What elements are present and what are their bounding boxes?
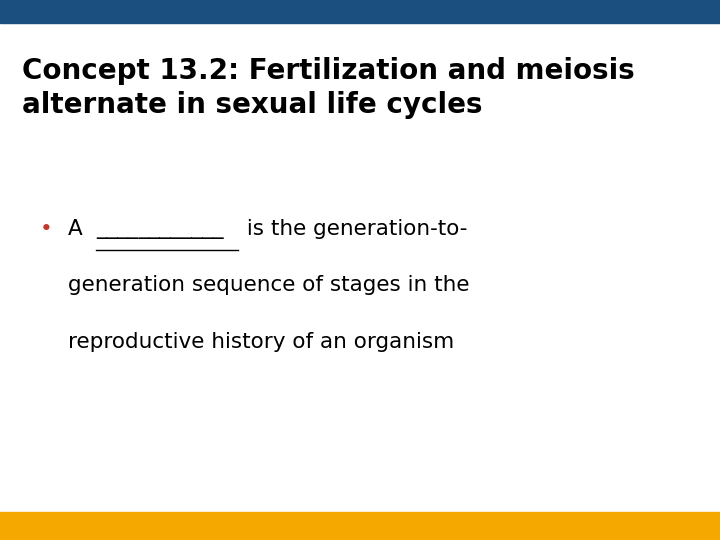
Text: Concept 13.2: Fertilization and meiosis
alternate in sexual life cycles: Concept 13.2: Fertilization and meiosis … bbox=[22, 57, 634, 119]
Bar bbox=[0, 512, 720, 540]
Text: •: • bbox=[40, 219, 53, 239]
Text: generation sequence of stages in the: generation sequence of stages in the bbox=[68, 275, 470, 295]
Text: © 2011 Pearson Education, Inc.: © 2011 Pearson Education, Inc. bbox=[13, 521, 179, 531]
Text: is the generation-to-: is the generation-to- bbox=[240, 219, 467, 239]
Text: ____________: ____________ bbox=[96, 219, 223, 239]
Text: A: A bbox=[68, 219, 90, 239]
Bar bbox=[0, 0, 720, 23]
Text: reproductive history of an organism: reproductive history of an organism bbox=[68, 332, 454, 352]
